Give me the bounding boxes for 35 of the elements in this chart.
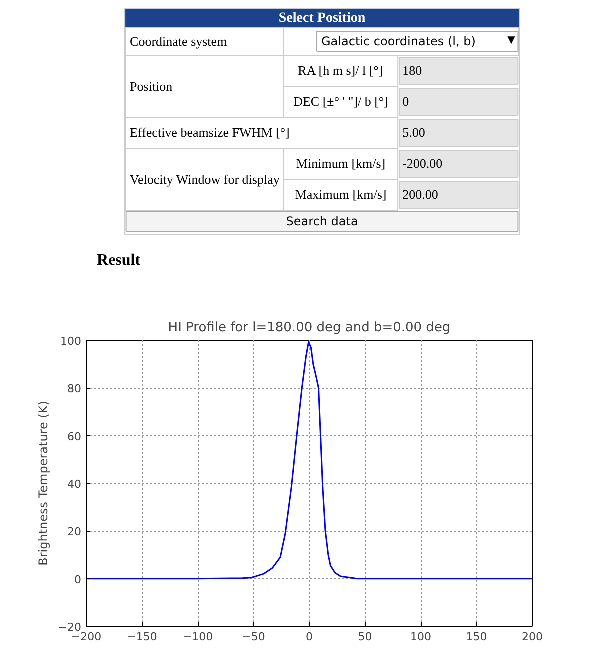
x-tick-label: −50 [242,630,266,644]
text: 0 [402,94,410,109]
x-tick-label: 200 [522,630,543,644]
y-tick-label: 0 [74,573,82,586]
text: Minimum [km/s] [296,156,386,171]
chart-title: HI Profile for l=180.00 deg and b=0.00 deg [168,320,451,336]
text: 180 [402,63,422,78]
text: -200.00 [402,156,443,171]
text: 5.00 [402,125,426,140]
text: Search data [286,214,358,228]
text: DEC [±° ' "]/ b [°] [294,94,388,109]
text: Select Position [278,11,366,26]
text: Coordinate system [130,34,228,49]
x-tick-label: −100 [182,630,214,644]
y-tick-label: 40 [68,478,82,491]
y-tick-label: 60 [68,430,82,444]
text: Effective beamsize FWHM [°] [130,125,290,140]
x-tick-label: 150 [466,630,488,644]
text: Galactic coordinates (l, b) [322,34,476,48]
y-tick-label: 20 [68,526,82,539]
text: ▼ [508,35,516,46]
line-series [86,341,532,580]
x-tick-label: 50 [358,630,372,644]
x-tick-label: −150 [127,630,158,644]
text: Velocity Window for display [130,172,280,187]
text: RA [h m s]/ l [°] [298,63,384,78]
text: Maximum [km/s] [295,187,387,202]
y-axis-title: Brightness Temperature (K) [36,401,50,566]
y-tick-label: 80 [68,382,82,396]
x-tick-label: 100 [410,630,432,644]
text: Position [130,79,174,94]
x-tick-label: 0 [306,630,313,644]
text: Result [97,252,142,269]
y-tick-label: 100 [60,335,82,348]
text: 200.00 [402,187,438,202]
